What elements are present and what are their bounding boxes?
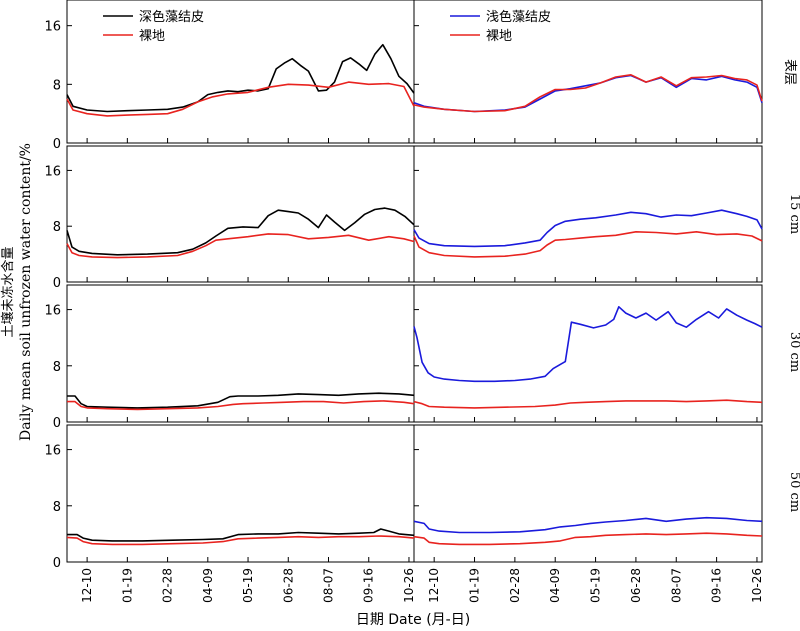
panel-frame <box>413 284 763 423</box>
y-tick-label: 8 <box>53 360 61 375</box>
y-tick-label: 16 <box>44 20 61 35</box>
y-tick-label: 0 <box>53 416 61 431</box>
y-tick-label: 0 <box>53 556 61 571</box>
panel-r3-c1 <box>413 424 763 563</box>
series-line-r3-c0-bare <box>66 535 415 546</box>
x-tick-label: 04-09 <box>201 568 215 603</box>
x-tick-label: 06-28 <box>629 568 643 603</box>
y-tick-label: 8 <box>53 500 61 515</box>
x-tick-label: 08-07 <box>322 568 336 603</box>
y-tick-label: 8 <box>53 78 61 93</box>
x-axis-label: 日期 Date (月-日) <box>356 612 470 628</box>
panel-r0-c1 <box>413 0 763 144</box>
y-tick-label: 16 <box>44 164 61 179</box>
series-line-r0-c1-bare <box>413 74 763 113</box>
series-line-r3-c1-crust <box>413 516 763 534</box>
y-tick-label: 8 <box>53 220 61 235</box>
y-axis-label-english: Daily mean soil unfrozen water content/% <box>18 143 34 441</box>
x-tick-label: 08-07 <box>669 568 683 603</box>
series-line-r1-c1-crust <box>413 209 763 248</box>
x-tick-label: 12-10 <box>80 568 94 603</box>
panel-frame <box>413 0 763 144</box>
series-line-r2-c1-bare <box>413 399 763 409</box>
x-tick-label: 12-10 <box>427 568 441 603</box>
y-axis-label-chinese: 土壤未冻水含量 <box>0 246 16 337</box>
x-tick-label: 06-28 <box>281 568 295 603</box>
series-line-r0-c0-crust <box>66 43 415 113</box>
series-line-r2-c0-bare <box>67 400 415 411</box>
row-label-3: 50 cm <box>787 472 800 512</box>
panel-frame <box>66 145 415 283</box>
panel-frame <box>66 0 415 144</box>
series-line-r1-c0-crust <box>66 207 415 256</box>
series-line-r3-c1-bare <box>413 532 763 546</box>
y-tick-label: 16 <box>44 304 61 319</box>
series-line-r0-c0-bare <box>66 81 415 117</box>
series-line-r2-c1-crust <box>413 305 763 383</box>
x-tick-label: 04-09 <box>548 568 562 603</box>
panel-r2-c1 <box>413 284 763 423</box>
x-tick-label: 05-19 <box>241 568 255 603</box>
y-tick-label: 16 <box>44 444 61 459</box>
series-line-r0-c1-crust <box>413 74 763 113</box>
x-tick-label: 09-16 <box>710 568 724 603</box>
legend-label: 深色藻结皮 <box>139 9 204 25</box>
y-tick-label: 0 <box>53 137 61 152</box>
legend-label: 裸地 <box>486 29 512 44</box>
panel-frame <box>413 424 763 563</box>
x-tick-label: 01-19 <box>468 568 482 603</box>
x-tick-label: 09-16 <box>362 568 376 603</box>
panel-frame <box>413 145 763 283</box>
panel-r1-c1 <box>413 145 763 283</box>
row-label-1: 15 cm <box>787 194 800 234</box>
series-line-r3-c0-crust <box>67 528 415 542</box>
x-tick-label: 02-28 <box>161 568 175 603</box>
y-tick-label: 0 <box>53 276 61 291</box>
row-label-2: 30 cm <box>787 332 800 372</box>
row-label-0: 表层 <box>782 59 797 85</box>
series-line-r1-c1-bare <box>413 231 763 258</box>
x-tick-label: 02-28 <box>508 568 522 603</box>
series-line-r1-c0-bare <box>66 233 415 259</box>
panel-r1-c0 <box>66 145 415 283</box>
x-tick-label: 10-26 <box>750 568 764 603</box>
x-tick-label: 05-19 <box>589 568 603 603</box>
panel-r0-c0 <box>66 0 415 144</box>
x-tick-label: 01-19 <box>120 568 134 603</box>
series-line-r2-c0-crust <box>67 392 415 409</box>
legend-label: 裸地 <box>139 29 165 44</box>
axis-text-layer: 0 8 16 0 8 16 0 8 16 0 8 16 12-10 01-19 02-28 04-09 05-1… <box>44 20 800 603</box>
panel-grid <box>66 0 763 563</box>
x-tick-label: 10-26 <box>402 568 416 603</box>
legend-label: 浅色藻结皮 <box>486 9 551 25</box>
